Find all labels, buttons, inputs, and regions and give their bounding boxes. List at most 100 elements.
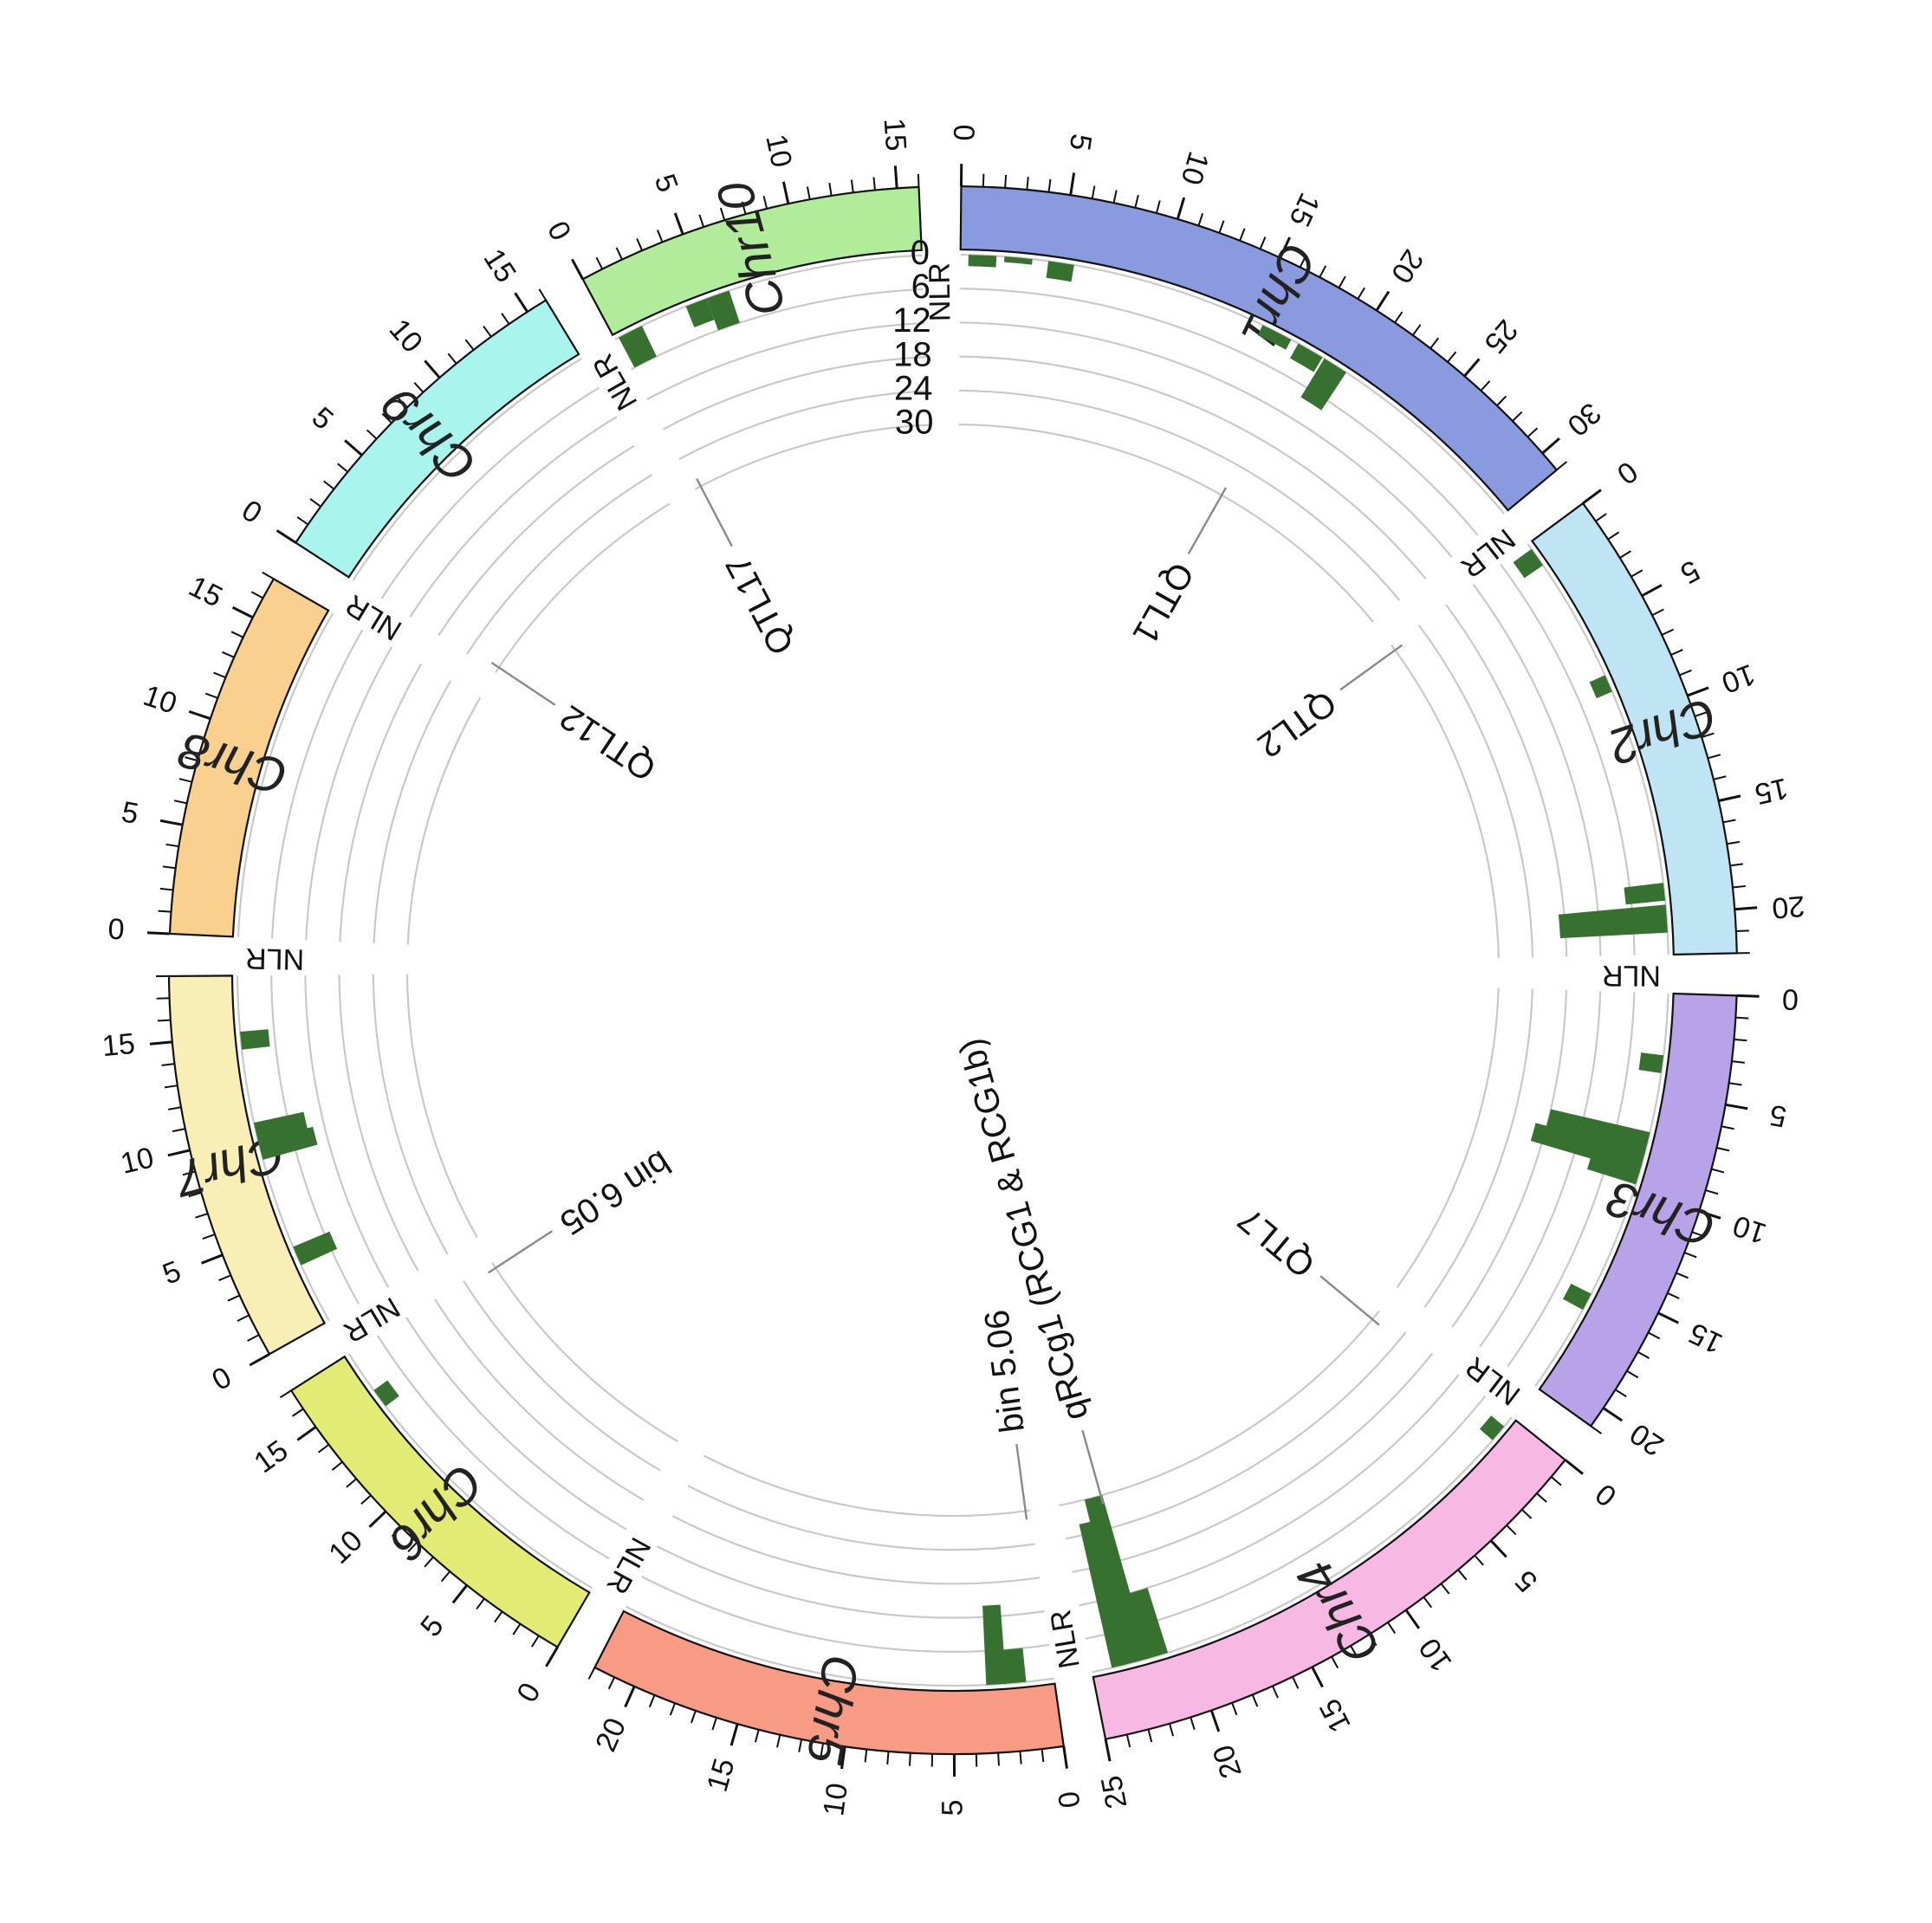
axis-tick bbox=[711, 1717, 717, 1731]
axis-tick bbox=[820, 1743, 825, 1757]
histogram-bar[interactable] bbox=[254, 1111, 308, 1143]
axis-tick bbox=[828, 182, 833, 197]
histogram-bar[interactable] bbox=[293, 1231, 338, 1266]
axis-tick-label: 25 bbox=[1478, 314, 1524, 359]
grid-ring-0 bbox=[347, 1353, 593, 1590]
axis-tick bbox=[247, 1334, 260, 1342]
axis-tick bbox=[571, 258, 584, 280]
chromosome-band-chr6[interactable] bbox=[289, 1355, 591, 1648]
histogram-bar[interactable] bbox=[1128, 1588, 1169, 1660]
annotation-leader-line bbox=[1187, 487, 1228, 555]
axis-tick bbox=[538, 288, 547, 301]
axis-tick bbox=[202, 1233, 216, 1240]
axis-tick bbox=[1734, 1038, 1747, 1042]
axis-tick bbox=[1694, 711, 1708, 717]
axis-tick bbox=[1251, 1694, 1259, 1707]
axis-tick bbox=[173, 800, 187, 805]
histogram-bar[interactable] bbox=[257, 1126, 318, 1160]
axis-tick bbox=[1239, 228, 1246, 242]
axis-tick bbox=[840, 1746, 846, 1770]
histogram-bar[interactable] bbox=[373, 1380, 399, 1407]
histogram-bar[interactable] bbox=[1558, 904, 1668, 939]
histogram-bar[interactable] bbox=[1563, 1283, 1592, 1311]
axis-tick bbox=[188, 709, 211, 721]
histogram-bar[interactable] bbox=[1638, 1052, 1664, 1073]
grid-ring-24 bbox=[678, 390, 928, 461]
axis-tick bbox=[1231, 1702, 1238, 1716]
axis-tick bbox=[172, 1128, 185, 1133]
histogram-bar[interactable] bbox=[1004, 256, 1033, 265]
axis-tick bbox=[1725, 1103, 1748, 1110]
chromosome-band-chr9[interactable] bbox=[294, 299, 580, 579]
axis-tick bbox=[262, 571, 275, 580]
chromosome-band-chr7[interactable] bbox=[167, 974, 327, 1356]
axis-tick bbox=[451, 1584, 469, 1604]
axis-tick bbox=[1125, 1734, 1131, 1748]
histogram-bar[interactable] bbox=[685, 298, 715, 327]
histogram-bar[interactable] bbox=[1530, 1123, 1645, 1174]
axis-tick bbox=[1711, 1168, 1725, 1174]
chromosome-band-chr1[interactable] bbox=[959, 185, 1559, 512]
axis-tick-label: 20 bbox=[1624, 1416, 1670, 1462]
chromosome-band-chr10[interactable] bbox=[581, 185, 923, 337]
axis-tick bbox=[157, 1019, 171, 1022]
chromosome-band-chr2[interactable] bbox=[1530, 502, 1738, 956]
histogram-bar[interactable] bbox=[1586, 1155, 1641, 1185]
axis-tick bbox=[1319, 265, 1327, 278]
histogram-bar[interactable] bbox=[1589, 675, 1612, 699]
axis-tick bbox=[1338, 275, 1346, 288]
radial-axis-tick-6: 6 bbox=[911, 268, 930, 306]
histogram-bar[interactable] bbox=[1513, 548, 1544, 579]
axis-tick bbox=[1331, 1656, 1339, 1669]
axis-tick bbox=[1311, 1666, 1324, 1688]
axis-tick bbox=[1734, 906, 1758, 911]
axis-tick bbox=[1721, 1125, 1734, 1130]
axis-tick bbox=[1147, 1729, 1153, 1743]
grid-ring-30 bbox=[694, 424, 930, 490]
histogram-bar[interactable] bbox=[706, 290, 740, 331]
histogram-bar[interactable] bbox=[1624, 883, 1666, 905]
axis-tick bbox=[1550, 1476, 1562, 1486]
axis-tick bbox=[213, 671, 226, 679]
histogram-bar[interactable] bbox=[1257, 325, 1292, 350]
axis-tick bbox=[1701, 732, 1715, 738]
chromosome-band-chr8[interactable] bbox=[168, 577, 330, 938]
histogram-bar[interactable] bbox=[1002, 1648, 1027, 1684]
grid-ring-6 bbox=[380, 386, 600, 599]
histogram-bar[interactable] bbox=[1300, 358, 1346, 411]
track-label-nlr: NLR bbox=[338, 1291, 405, 1350]
histogram-bar[interactable] bbox=[619, 326, 657, 368]
chromosome-band-chr4[interactable] bbox=[1092, 1419, 1567, 1741]
chromosome-band-chr3[interactable] bbox=[1538, 992, 1738, 1428]
axis-tick bbox=[1394, 311, 1404, 323]
histogram-bar[interactable] bbox=[1479, 1415, 1505, 1441]
histogram-bar[interactable] bbox=[1079, 1521, 1128, 1668]
axis-tick bbox=[185, 756, 198, 762]
axis-tick bbox=[1463, 358, 1481, 378]
grid-ring-6 bbox=[1507, 992, 1636, 1368]
axis-tick bbox=[149, 1040, 172, 1046]
axis-tick bbox=[368, 1510, 387, 1528]
axis-tick bbox=[296, 516, 309, 526]
axis-tick bbox=[1527, 427, 1539, 438]
histogram-bar[interactable] bbox=[1546, 1109, 1650, 1154]
histogram-bar[interactable] bbox=[1084, 1494, 1149, 1665]
axis-tick-label: 0 bbox=[107, 913, 126, 947]
radial-axis-tick-24: 24 bbox=[894, 370, 933, 408]
histogram-bar[interactable] bbox=[968, 255, 997, 268]
grid-ring-18 bbox=[339, 663, 423, 942]
histogram-bar[interactable] bbox=[1290, 343, 1323, 372]
axis-tick bbox=[1062, 1745, 1068, 1769]
track-label-nlr: NLR bbox=[1602, 959, 1661, 992]
axis-tick bbox=[501, 313, 510, 325]
axis-tick bbox=[648, 1694, 656, 1708]
annotation-leader-line bbox=[1339, 644, 1404, 691]
chromosome-band-chr5[interactable] bbox=[593, 1609, 1066, 1756]
axis-tick bbox=[1197, 212, 1204, 226]
histogram-bar[interactable] bbox=[240, 1029, 270, 1050]
axis-tick bbox=[204, 692, 218, 699]
axis-tick bbox=[182, 1170, 196, 1176]
histogram-bar[interactable] bbox=[982, 1604, 1007, 1686]
histogram-bar[interactable] bbox=[1046, 261, 1074, 282]
